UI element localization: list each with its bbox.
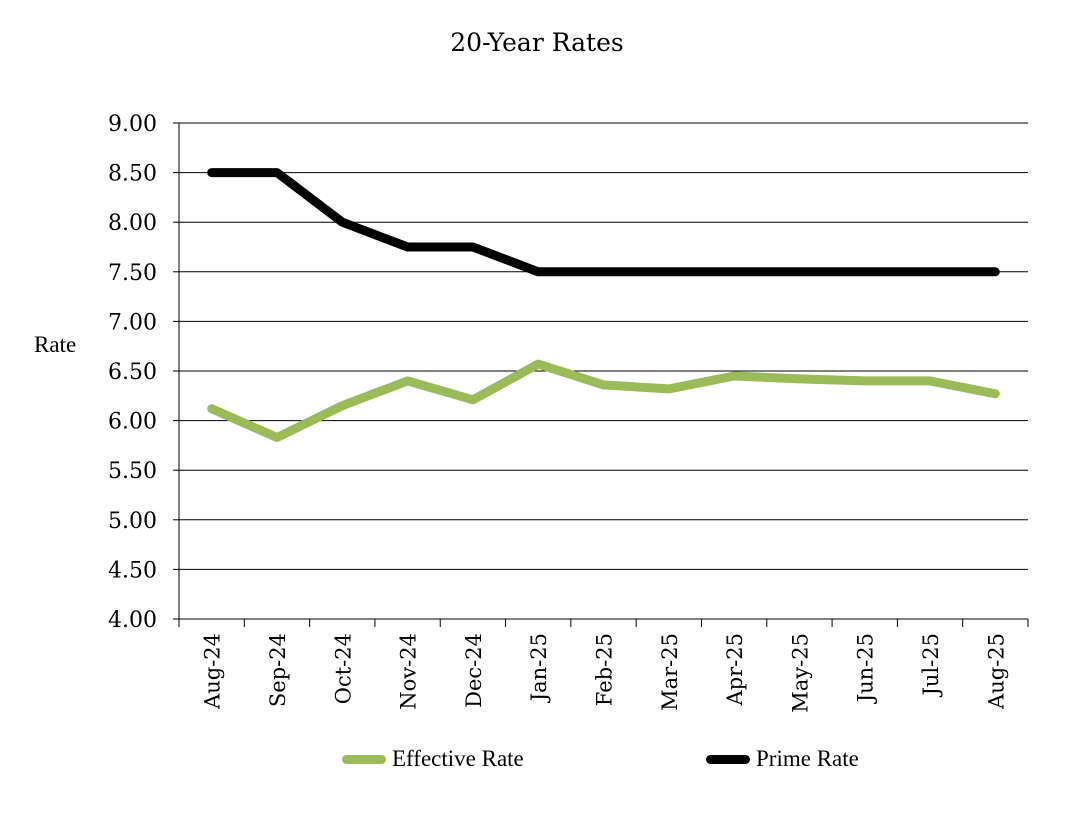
x-tick-label: Mar-25 — [658, 633, 682, 711]
legend: Effective Rate Prime Rate — [0, 746, 1074, 780]
y-tick-label: 5.00 — [108, 509, 157, 534]
series-lines — [207, 168, 1000, 442]
x-tick-label: Jul-25 — [919, 633, 943, 697]
y-tick-label: 8.00 — [108, 211, 157, 236]
y-tick-label: 7.00 — [108, 310, 157, 335]
x-tick-label: Oct-24 — [331, 633, 355, 704]
x-tick-label: Feb-25 — [593, 633, 617, 706]
x-tick-label: May-25 — [788, 633, 812, 713]
x-tick-label: Dec-24 — [462, 633, 486, 708]
legend-label-prime-rate: Prime Rate — [756, 746, 859, 771]
legend-swatch-effective-rate — [342, 754, 386, 764]
chart-title: 20-Year Rates — [450, 28, 624, 57]
x-tick-label: Aug-25 — [984, 633, 1008, 710]
legend-item-prime-rate: Prime Rate — [706, 746, 859, 772]
x-tick-label: Sep-24 — [266, 633, 290, 707]
axes — [173, 122, 1029, 627]
y-tick-label: 8.50 — [108, 162, 157, 187]
y-axis-label: Rate — [34, 332, 77, 357]
x-tick-label: Apr-25 — [723, 633, 747, 706]
x-tick-label: Nov-24 — [397, 633, 421, 710]
x-tick-label: Aug-24 — [201, 633, 225, 710]
y-tick-labels: 4.00 4.50 5.00 5.50 6.00 6.50 7.00 7.50 8.00 8.50… — [108, 112, 157, 633]
y-tick-label: 6.00 — [108, 410, 157, 435]
y-tick-label: 7.50 — [108, 261, 157, 286]
x-tick-labels: Aug-24 Sep-24 Oct-24 Nov-24 Dec-24 Jan-25 Feb-… — [201, 633, 1009, 713]
legend-label-effective-rate: Effective Rate — [392, 746, 524, 771]
y-tick-label: 4.00 — [108, 608, 157, 633]
y-tick-label: 9.00 — [108, 112, 157, 137]
y-tick-label: 4.50 — [108, 558, 157, 583]
y-tick-label: 5.50 — [108, 459, 157, 484]
legend-swatch-prime-rate — [706, 754, 750, 764]
y-tick-label: 6.50 — [108, 360, 157, 385]
series-line-effective-rate — [207, 359, 1000, 442]
x-tick-label: Jan-25 — [527, 633, 551, 703]
x-tick-label: Jun-25 — [854, 633, 878, 704]
legend-item-effective-rate: Effective Rate — [342, 746, 524, 772]
